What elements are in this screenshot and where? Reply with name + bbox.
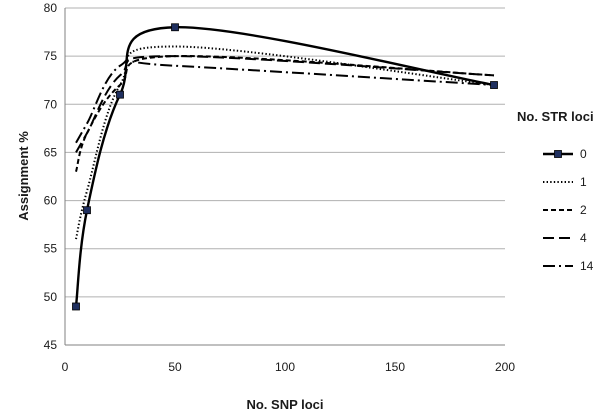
legend-item-4: 4	[543, 231, 587, 245]
x-tick-label: 200	[495, 360, 515, 374]
data-point	[171, 23, 179, 32]
y-tick-label: 70	[44, 97, 58, 111]
legend-item-14: 14	[543, 259, 594, 273]
data-point	[83, 206, 91, 215]
series-1	[75, 45, 495, 240]
legend-title: No. STR loci	[517, 109, 594, 124]
legend-marker	[554, 150, 562, 158]
legend-item-2: 2	[543, 203, 587, 217]
legend-item-1: 1	[543, 175, 587, 189]
gridlines	[65, 7, 505, 298]
y-tick-label: 50	[44, 290, 58, 304]
legend-label: 2	[580, 203, 587, 217]
x-tick-label: 0	[62, 360, 69, 374]
data-point	[116, 90, 124, 99]
data-series	[72, 23, 498, 311]
legend-label: 1	[580, 175, 587, 189]
series-line	[74, 26, 495, 307]
series-line	[75, 55, 495, 172]
y-tick-label: 80	[44, 1, 58, 15]
y-tick-labels: 45 50 55 60 65 70 75 80	[44, 1, 58, 352]
y-tick-label: 45	[44, 338, 58, 352]
x-tick-labels: 0 50 100 150 200	[62, 360, 516, 374]
y-tick-label: 75	[44, 49, 58, 63]
legend: No. STR loci 0 1 2 4 14	[517, 109, 594, 273]
x-tick-label: 100	[275, 360, 295, 374]
y-tick-label: 60	[44, 194, 58, 208]
y-axis-title: Assignment %	[16, 131, 31, 221]
data-point	[490, 81, 498, 89]
x-tick-label: 50	[168, 360, 182, 374]
series-2	[75, 55, 495, 172]
legend-items: 0 1 2 4 14	[543, 147, 594, 273]
legend-label: 14	[580, 259, 594, 273]
legend-label: 4	[580, 231, 587, 245]
data-point	[72, 302, 80, 311]
legend-item-0: 0	[543, 147, 587, 161]
x-axis-title: No. SNP loci	[246, 397, 323, 412]
x-tick-label: 150	[385, 360, 405, 374]
y-tick-label: 55	[44, 242, 58, 256]
series-line	[75, 45, 495, 240]
series-0	[72, 23, 498, 311]
legend-label: 0	[580, 147, 587, 161]
y-tick-label: 65	[44, 145, 58, 159]
